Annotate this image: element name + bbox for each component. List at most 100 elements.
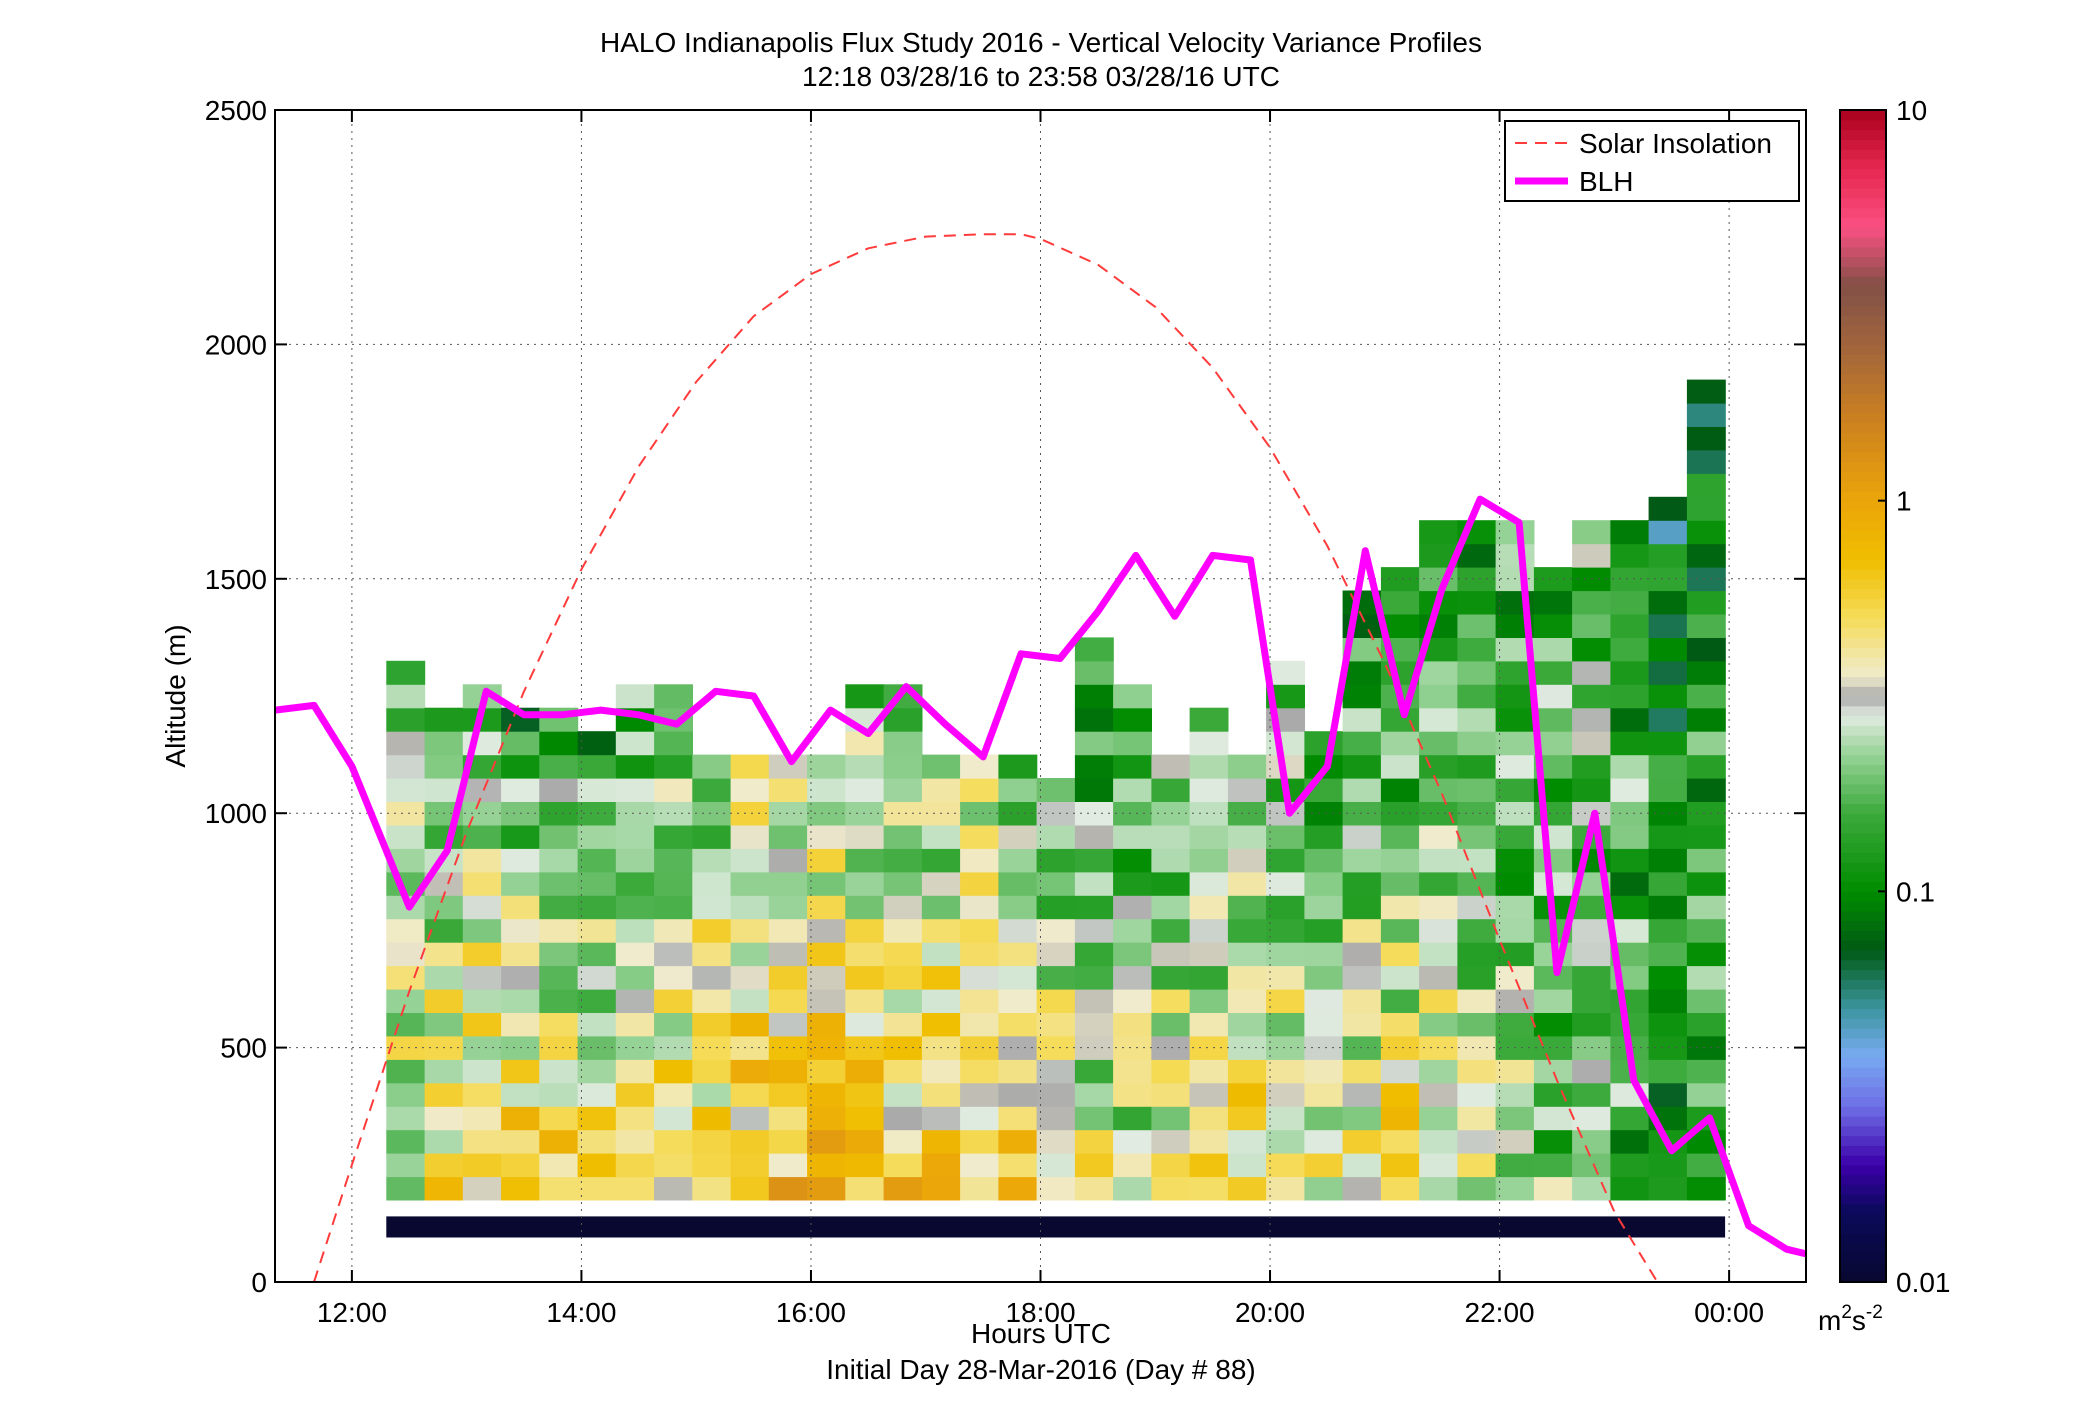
- heatmap-cell: [960, 965, 999, 990]
- heatmap-cell: [1419, 731, 1458, 756]
- heatmap-cell: [1304, 731, 1344, 756]
- heatmap-cell: [1342, 660, 1382, 685]
- heatmap-cell: [1342, 871, 1382, 896]
- colorbar-segment: [1840, 178, 1886, 189]
- legend-label-blh: BLH: [1579, 166, 1633, 197]
- heatmap-cell: [1036, 895, 1076, 920]
- colorbar-segment: [1840, 393, 1886, 404]
- heatmap-cell: [845, 1082, 885, 1107]
- heatmap-cell: [1457, 731, 1497, 756]
- heatmap-cell: [1572, 1129, 1611, 1154]
- colorbar-segment: [1840, 539, 1886, 551]
- heatmap-cell: [1495, 731, 1535, 756]
- heatmap-cell: [883, 1129, 923, 1154]
- colorbar-segment: [1840, 852, 1886, 863]
- heatmap-cell: [615, 942, 655, 967]
- heatmap-cell: [1380, 918, 1420, 943]
- heatmap-cell: [1036, 871, 1076, 896]
- heatmap-cell: [1457, 1176, 1497, 1201]
- heatmap-cell: [730, 1176, 770, 1201]
- heatmap-cell: [1648, 707, 1688, 732]
- heatmap-cell: [1457, 1012, 1497, 1037]
- colorbar-segment: [1840, 569, 1886, 580]
- heatmap-cell: [1227, 895, 1267, 920]
- colorbar-segment: [1840, 1008, 1886, 1019]
- heatmap-cell: [1036, 1035, 1076, 1060]
- colorbar-segment: [1840, 1272, 1886, 1283]
- heatmap-cell: [1189, 707, 1229, 732]
- heatmap-cell: [462, 1082, 502, 1107]
- heatmap-cell: [1380, 942, 1420, 967]
- heatmap-cell: [807, 1176, 846, 1201]
- heatmap-cell: [1533, 1153, 1573, 1178]
- colorbar-segment: [1840, 822, 1886, 834]
- heatmap-cell: [1648, 942, 1688, 967]
- heatmap-cell: [1457, 1153, 1497, 1178]
- heatmap-cell: [1151, 1059, 1191, 1084]
- heatmap-cell: [807, 965, 846, 990]
- heatmap-cell: [501, 989, 540, 1013]
- heatmap-cell: [1610, 637, 1650, 662]
- heatmap-cell: [1227, 801, 1267, 826]
- heatmap-cell: [615, 778, 655, 802]
- heatmap-cell: [730, 895, 770, 920]
- heatmap-cell: [1304, 871, 1344, 896]
- heatmap-cell: [654, 1106, 693, 1131]
- heatmap-cell: [1380, 1082, 1420, 1107]
- heatmap-cell: [1380, 567, 1420, 592]
- heatmap-cell: [768, 1106, 808, 1131]
- heatmap-cell: [1533, 824, 1573, 849]
- heatmap-cell: [1457, 1082, 1497, 1107]
- heatmap-cell: [845, 1059, 885, 1084]
- heatmap-cell: [692, 824, 732, 849]
- heatmap-cell: [1342, 1153, 1382, 1178]
- heatmap-cell: [1189, 918, 1229, 943]
- heatmap-cell: [998, 1176, 1038, 1201]
- heatmap-cell: [1610, 778, 1650, 802]
- heatmap-cell: [1189, 1153, 1229, 1178]
- colorbar-segment: [1840, 285, 1886, 297]
- heatmap-cell: [1266, 1035, 1305, 1060]
- heatmap-cell: [1457, 965, 1497, 990]
- heatmap-cell: [1457, 1129, 1497, 1154]
- heatmap-cell: [1648, 1012, 1688, 1037]
- heatmap-cell: [1227, 848, 1267, 873]
- heatmap-cell: [1304, 1082, 1344, 1107]
- heatmap-cell: [692, 1082, 732, 1107]
- heatmap-cell: [1686, 965, 1726, 990]
- heatmap-cell: [386, 778, 426, 802]
- colorbar-segment: [1840, 588, 1886, 599]
- heatmap-cell: [1610, 1153, 1650, 1178]
- heatmap-cell: [1266, 918, 1305, 943]
- heatmap-cell: [1227, 1153, 1267, 1178]
- heatmap-cell: [845, 871, 885, 896]
- heatmap-cell: [1074, 848, 1114, 873]
- heatmap-cell: [501, 1129, 540, 1154]
- heatmap-cell: [386, 660, 426, 685]
- heatmap-cell: [577, 942, 617, 967]
- heatmap-cell: [1610, 731, 1650, 756]
- heatmap-cell: [386, 707, 426, 732]
- heatmap-cell: [807, 824, 846, 849]
- heatmap-cell: [386, 1129, 426, 1154]
- heatmap-cell: [807, 801, 846, 826]
- heatmap-cell: [1457, 754, 1497, 779]
- heatmap-cell: [883, 778, 923, 802]
- heatmap-cell: [883, 989, 923, 1013]
- heatmap-cell: [1686, 824, 1726, 849]
- heatmap-cell: [386, 824, 426, 849]
- heatmap-cell: [1227, 1082, 1267, 1107]
- heatmap-cell: [654, 1176, 693, 1201]
- heatmap-cell: [654, 1035, 693, 1060]
- heatmap-cell: [1189, 1176, 1229, 1201]
- heatmap-cell: [998, 1129, 1038, 1154]
- heatmap-cell: [1419, 848, 1458, 873]
- heatmap-cell: [692, 895, 732, 920]
- y-tick-label: 1000: [205, 798, 267, 829]
- colorbar-segment: [1840, 354, 1886, 365]
- heatmap-cell: [921, 1012, 961, 1037]
- colorbar-segment: [1840, 735, 1886, 746]
- heatmap-cell: [998, 1082, 1038, 1107]
- heatmap-cell: [501, 778, 540, 802]
- heatmap-cell: [1457, 614, 1497, 638]
